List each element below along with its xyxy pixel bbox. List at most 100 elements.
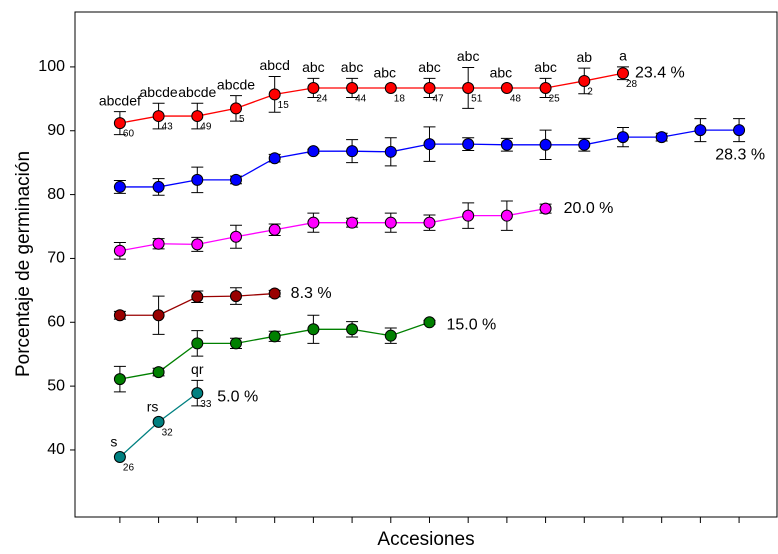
data-point	[152, 366, 165, 379]
data-point	[423, 316, 436, 329]
accession-id: 25	[549, 94, 561, 105]
data-point	[191, 173, 204, 186]
data-point	[346, 81, 359, 94]
data-point	[307, 323, 320, 336]
data-point	[268, 330, 281, 343]
y-tick-label: 60	[47, 313, 65, 330]
x-axis-title: Accesiones	[377, 529, 474, 550]
accession-id: 51	[471, 94, 483, 105]
series-label: 28.3 %	[715, 146, 765, 163]
significance-letter: abc	[534, 59, 557, 75]
data-point	[268, 152, 281, 165]
series-label: 20.0 %	[564, 200, 614, 217]
data-point	[113, 244, 126, 257]
significance-letter: abcde	[217, 76, 255, 92]
data-point	[500, 81, 513, 94]
accession-id: 60	[123, 129, 135, 140]
data-point	[500, 138, 513, 151]
accession-id: 43	[162, 122, 174, 133]
data-point	[191, 387, 204, 400]
data-point	[268, 88, 281, 101]
data-point	[462, 81, 475, 94]
y-tick-label: 50	[47, 377, 65, 394]
accession-id: 5	[239, 114, 245, 125]
series-label: 5.0 %	[217, 388, 258, 405]
data-point	[346, 216, 359, 229]
data-point	[229, 230, 242, 243]
y-tick-label: 70	[47, 250, 65, 267]
data-point	[616, 131, 629, 144]
significance-letter: abc	[418, 59, 441, 75]
data-point	[384, 81, 397, 94]
data-point	[229, 102, 242, 115]
data-point	[229, 337, 242, 350]
accession-id: 49	[200, 122, 212, 133]
accession-id: 47	[432, 94, 444, 105]
data-point	[152, 180, 165, 193]
data-point	[229, 290, 242, 303]
data-point	[694, 124, 707, 137]
data-point	[578, 138, 591, 151]
significance-letter: abc	[373, 65, 396, 81]
data-point	[733, 124, 746, 137]
significance-letter: abcdef	[99, 92, 141, 108]
significance-letter: abcde	[178, 84, 216, 100]
significance-letter: abcde	[140, 84, 178, 100]
data-point	[307, 216, 320, 229]
accession-id: 48	[510, 94, 522, 105]
data-point	[578, 74, 591, 87]
significance-letter: a	[619, 48, 627, 64]
data-point	[423, 81, 436, 94]
y-tick-label: 90	[47, 122, 65, 139]
data-point	[113, 180, 126, 193]
accession-id: 26	[123, 463, 135, 474]
accession-id: 32	[162, 428, 174, 439]
significance-letter: abcd	[260, 57, 290, 73]
data-point	[655, 131, 668, 144]
accession-id: 33	[200, 399, 212, 410]
data-point	[307, 81, 320, 94]
y-tick-label: 80	[47, 186, 65, 203]
significance-letter: abc	[341, 59, 364, 75]
data-point	[346, 145, 359, 158]
series-label: 8.3 %	[291, 285, 332, 302]
significance-letter: abc	[457, 48, 480, 64]
data-point	[229, 173, 242, 186]
accession-id: 18	[394, 94, 406, 105]
accession-id: 15	[278, 100, 290, 111]
accession-id: 44	[355, 94, 367, 105]
data-point	[152, 237, 165, 250]
data-point	[423, 138, 436, 151]
data-point	[346, 323, 359, 336]
data-point	[616, 67, 629, 80]
significance-letter: s	[110, 434, 117, 450]
significance-letter: abc	[302, 59, 325, 75]
data-point	[462, 138, 475, 151]
data-point	[384, 216, 397, 229]
data-point	[113, 450, 126, 463]
data-point	[191, 290, 204, 303]
data-point	[113, 373, 126, 386]
data-point	[384, 145, 397, 158]
series-line	[119, 72, 624, 124]
data-point	[191, 337, 204, 350]
data-point	[539, 138, 552, 151]
significance-letter: ab	[576, 49, 592, 65]
plot-frame	[74, 11, 778, 518]
series-label: 23.4 %	[635, 65, 685, 82]
data-point	[423, 216, 436, 229]
accession-id: 2	[587, 87, 593, 98]
data-point	[307, 145, 320, 158]
data-point	[462, 209, 475, 222]
data-point	[539, 202, 552, 215]
data-point	[539, 81, 552, 94]
y-tick-label: 40	[47, 441, 65, 458]
data-point	[152, 110, 165, 123]
data-point	[113, 117, 126, 130]
significance-letter: qr	[191, 361, 204, 377]
significance-letter: rs	[147, 399, 159, 415]
data-point	[268, 223, 281, 236]
series-label: 15.0 %	[446, 316, 496, 333]
y-tick-label: 100	[38, 58, 65, 75]
